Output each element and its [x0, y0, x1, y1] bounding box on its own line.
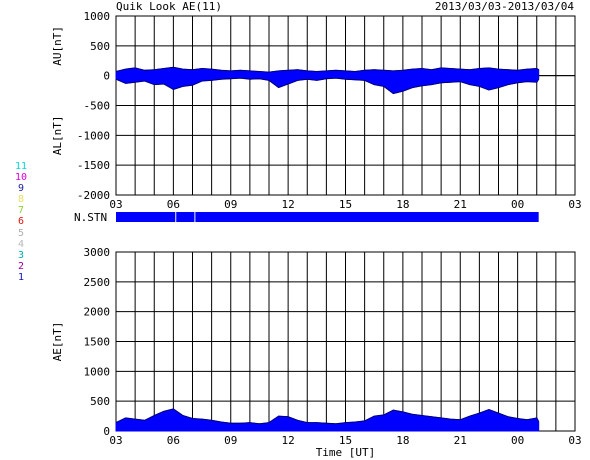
station-legend-item: 5: [17, 227, 25, 239]
x-tick-label: 21: [454, 434, 467, 447]
nstn-segment: [176, 212, 195, 222]
chart-title: Quik Look AE(11): [116, 0, 222, 13]
station-legend-item: 11: [14, 161, 28, 172]
x-tick-label: 03: [109, 198, 122, 211]
x-tick-label: 03: [568, 198, 581, 211]
y-tick-label: 500: [90, 40, 110, 53]
y-tick-label: 0: [103, 425, 110, 438]
x-tick-label: 12: [282, 434, 295, 447]
y-tick-label: -500: [84, 100, 111, 113]
x-tick-label: 18: [396, 434, 409, 447]
station-legend-item: 3: [17, 249, 25, 261]
x-tick-label: 12: [282, 198, 295, 211]
x-tick-label: 21: [454, 198, 467, 211]
station-legend-item: 8: [17, 194, 25, 206]
x-tick-label: 03: [109, 434, 122, 447]
x-tick-label: 06: [167, 434, 180, 447]
y-tick-label: 0: [103, 70, 110, 83]
y-tick-label: 1500: [84, 336, 111, 349]
ae-axis-label: AE[nT]: [51, 322, 64, 362]
y-tick-label: -2000: [77, 189, 110, 202]
nstn-segment: [116, 212, 176, 222]
station-legend-item: 4: [17, 238, 25, 250]
al-axis-label: AL[nT]: [51, 115, 64, 155]
y-tick-label: 2000: [84, 306, 111, 319]
y-tick-label: 500: [90, 395, 110, 408]
x-tick-label: 09: [224, 198, 237, 211]
station-legend-item: 1: [17, 271, 25, 283]
y-tick-label: 1000: [84, 365, 111, 378]
x-tick-label: 03: [568, 434, 581, 447]
x-tick-label: 09: [224, 434, 237, 447]
station-legend-item: 7: [17, 205, 25, 217]
x-tick-label: 00: [511, 198, 524, 211]
y-tick-label: 1000: [84, 10, 111, 23]
nstn-label: N.STN: [74, 211, 107, 224]
y-tick-label: -1000: [77, 129, 110, 142]
al-series-line: [115, 77, 540, 95]
station-legend-item: 6: [17, 216, 25, 228]
station-count-legend: 11 10 9 8 7 6 5 4 3 2 1: [4, 161, 38, 283]
station-legend-item: 10: [14, 172, 28, 184]
y-tick-label: 2500: [84, 276, 111, 289]
x-tick-label: 15: [339, 434, 352, 447]
x-axis-label: Time [UT]: [316, 446, 376, 459]
y-tick-label: 3000: [84, 246, 111, 259]
station-legend-item: 9: [17, 183, 25, 195]
x-tick-label: 06: [167, 198, 180, 211]
date-range: 2013/03/03-2013/03/04: [434, 0, 574, 13]
x-tick-label: 18: [396, 198, 409, 211]
station-legend-item: 2: [17, 260, 25, 272]
y-tick-label: -1500: [77, 159, 110, 172]
au-axis-label: AU[nT]: [51, 26, 64, 66]
x-tick-label: 00: [511, 434, 524, 447]
x-tick-label: 15: [339, 198, 352, 211]
ae-series-line: [115, 408, 540, 425]
nstn-segment: [195, 212, 539, 222]
au-series-line: [115, 66, 539, 73]
